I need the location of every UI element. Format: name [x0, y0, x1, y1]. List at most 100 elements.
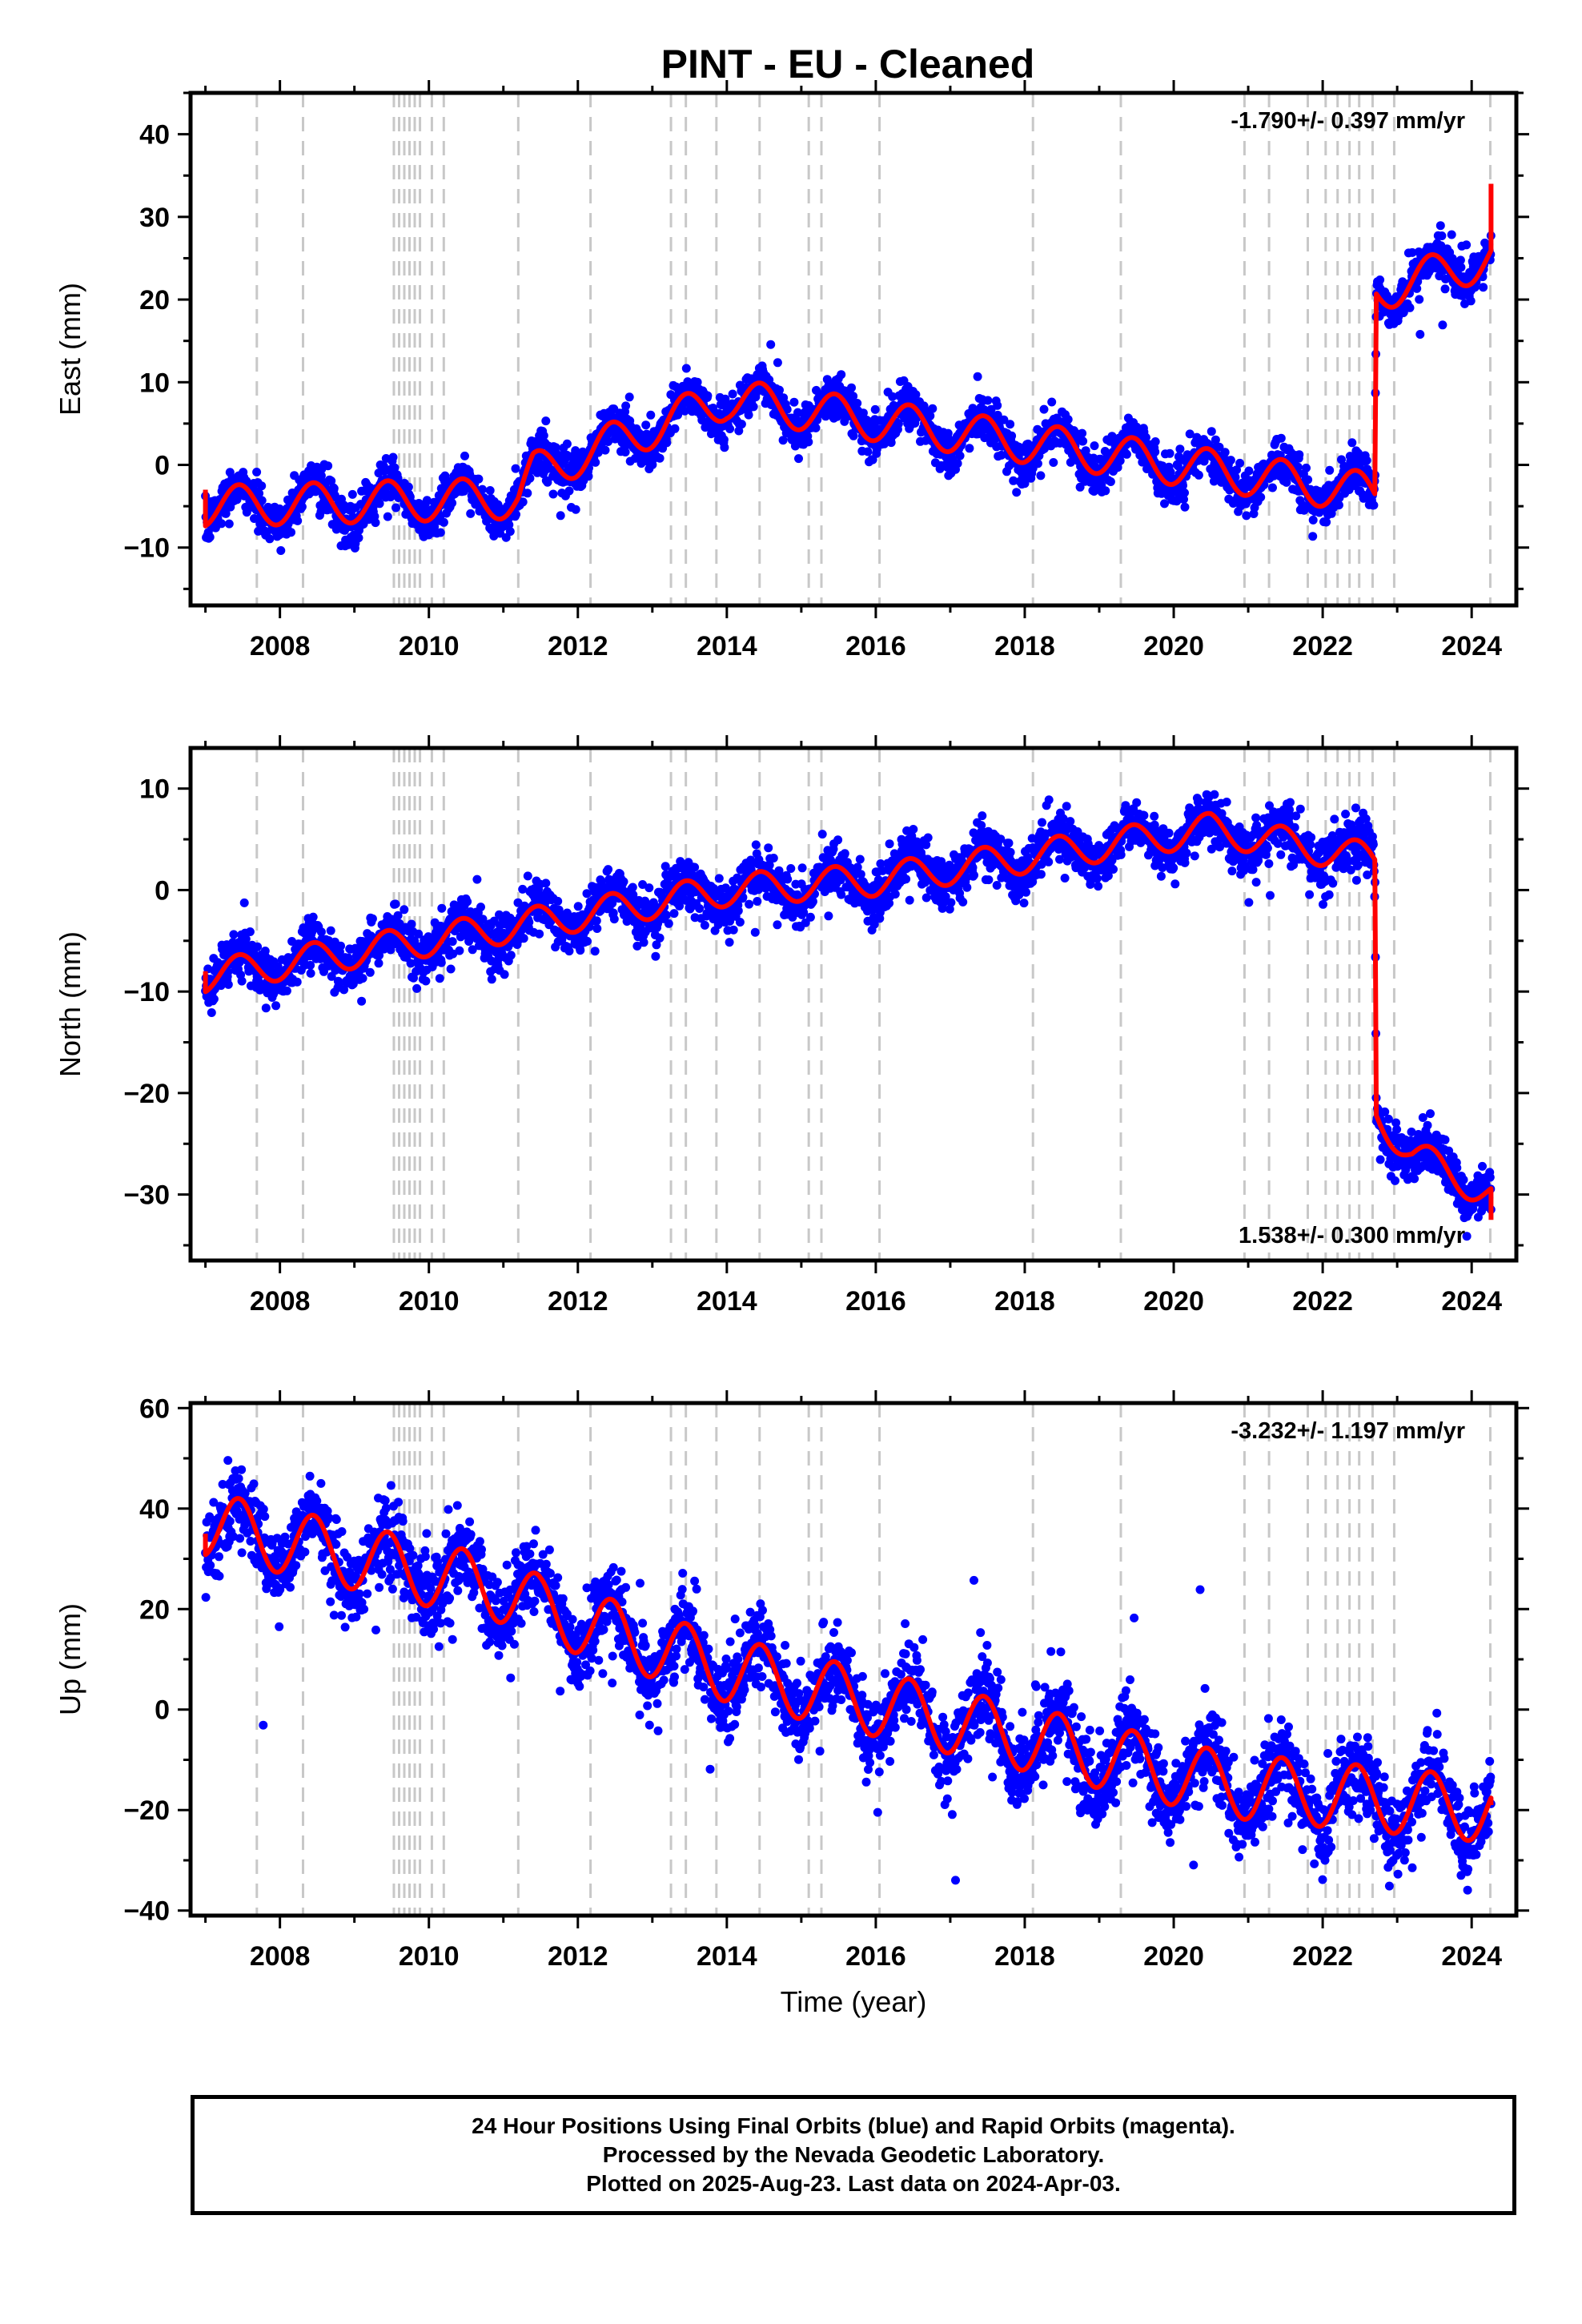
- y-tick-label: −10: [123, 533, 170, 564]
- observation-point: [435, 974, 444, 983]
- observation-point: [292, 977, 302, 987]
- observation-point: [655, 453, 665, 463]
- observation-point: [421, 976, 431, 986]
- observation-point: [1007, 431, 1017, 440]
- observation-point: [1194, 470, 1203, 480]
- observation-point: [1437, 231, 1447, 240]
- x-tick-label: 2012: [548, 631, 608, 661]
- observation-point: [525, 473, 535, 483]
- observation-point: [833, 835, 843, 845]
- observation-point: [973, 372, 982, 381]
- observation-point: [223, 979, 233, 989]
- observation-point: [306, 968, 315, 978]
- y-tick-label: 10: [139, 368, 170, 398]
- x-tick-label: 2010: [399, 631, 460, 661]
- observation-point: [773, 358, 782, 368]
- observation-point: [853, 399, 862, 408]
- observation-point: [744, 410, 753, 420]
- observation-point: [261, 1003, 271, 1013]
- observation-point: [564, 947, 574, 956]
- observation-point: [886, 438, 896, 448]
- observation-point: [255, 489, 264, 498]
- observation-point: [1244, 466, 1254, 476]
- observation-point: [564, 486, 574, 496]
- panel-east: 2008 2010 2012 2014 2016 2018 2020 2022 2024−100…: [54, 80, 1529, 661]
- observation-point: [695, 904, 705, 913]
- observation-point: [703, 391, 713, 400]
- observation-point: [720, 443, 729, 452]
- observation-point: [224, 519, 234, 529]
- observation-point: [1456, 263, 1466, 272]
- observation-point: [1047, 397, 1057, 407]
- observation-point: [308, 912, 318, 922]
- observation-point: [592, 924, 602, 933]
- observation-point: [655, 933, 665, 943]
- observation-point: [955, 451, 965, 460]
- observation-point: [523, 871, 532, 881]
- observation-point: [983, 396, 993, 405]
- observation-point: [455, 946, 464, 955]
- observation-point: [448, 498, 457, 508]
- x-tick-label: 2016: [845, 631, 906, 661]
- observation-point: [571, 505, 580, 514]
- observation-point: [766, 340, 776, 349]
- observation-point: [1078, 428, 1087, 438]
- observation-point: [391, 503, 400, 513]
- observation-point: [590, 947, 600, 956]
- x-tick-label: 2018: [994, 631, 1055, 661]
- observation-point: [1207, 427, 1216, 436]
- observation-point: [282, 986, 291, 995]
- observation-point: [1122, 449, 1131, 459]
- observation-point: [928, 404, 938, 413]
- observation-point: [393, 473, 403, 483]
- x-tick-label: 2014: [697, 631, 757, 661]
- observation-point: [1106, 477, 1115, 486]
- observation-point: [237, 976, 247, 986]
- observation-points: [201, 790, 1496, 1241]
- observation-point: [439, 517, 448, 527]
- observation-point: [500, 970, 509, 979]
- observation-point: [207, 1008, 216, 1017]
- observation-point: [460, 451, 469, 460]
- observation-point: [1447, 230, 1456, 239]
- observation-point: [817, 830, 827, 839]
- observation-point: [824, 911, 833, 921]
- observation-point: [1347, 438, 1357, 448]
- observation-point: [323, 461, 333, 471]
- observation-point: [1150, 437, 1160, 446]
- observation-point: [365, 967, 375, 977]
- observation-point: [446, 964, 456, 974]
- observation-point: [217, 519, 227, 529]
- observation-point: [374, 959, 383, 968]
- observation-point: [751, 840, 761, 850]
- observation-point: [539, 431, 548, 440]
- observation-point: [407, 919, 416, 929]
- observation-point: [257, 481, 267, 491]
- observation-point: [327, 476, 336, 485]
- observation-point: [329, 484, 339, 493]
- observation-point: [253, 942, 263, 951]
- observation-point: [1268, 483, 1277, 493]
- observation-point: [504, 520, 514, 529]
- observation-point: [993, 400, 1002, 410]
- observation-point: [855, 854, 865, 864]
- x-tick-label: 2008: [250, 631, 311, 661]
- observation-point: [271, 1001, 281, 1011]
- y-tick-label: 40: [139, 120, 170, 151]
- observation-point: [700, 920, 709, 930]
- observation-point: [1039, 404, 1049, 414]
- observation-point: [326, 926, 335, 935]
- observation-point: [541, 879, 551, 888]
- observation-point: [257, 496, 267, 505]
- observation-point: [463, 897, 472, 907]
- observation-point: [735, 918, 745, 927]
- observation-point: [775, 385, 784, 395]
- observation-point: [209, 995, 219, 1003]
- observation-point: [354, 533, 363, 543]
- observation-point: [412, 983, 422, 993]
- x-tick-label: 2024: [1441, 631, 1502, 661]
- observation-point: [391, 899, 400, 909]
- observation-point: [953, 459, 962, 468]
- observation-point: [436, 528, 445, 537]
- observation-point: [805, 912, 815, 922]
